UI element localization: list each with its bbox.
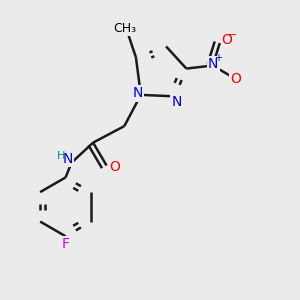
Text: O: O [109, 160, 120, 174]
Text: N: N [171, 95, 182, 109]
Text: H: H [57, 151, 65, 161]
Text: −: − [228, 30, 237, 40]
Text: N: N [208, 57, 218, 71]
Text: N: N [132, 86, 142, 100]
Text: O: O [230, 72, 241, 86]
Text: CH₃: CH₃ [114, 22, 137, 35]
Text: +: + [214, 53, 222, 63]
Text: N: N [63, 152, 73, 166]
Text: O: O [222, 33, 232, 47]
Text: F: F [61, 237, 70, 250]
